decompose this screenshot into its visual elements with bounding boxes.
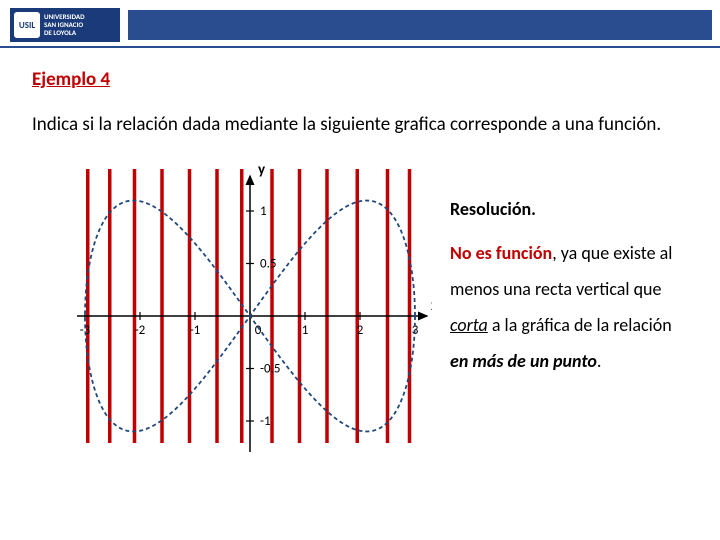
svg-text:y: y	[258, 161, 266, 179]
logo: USIL UNIVERSIDAD SAN IGNACIO DE LOYOLA	[10, 8, 120, 42]
resolution: Resolución. No es función, ya que existe…	[450, 141, 688, 461]
chart-svg: xy-3-2-10123-1-0.50.51	[32, 141, 432, 461]
res-text-2: a la gráfica de la relación	[488, 314, 672, 336]
svg-text:-0.5: -0.5	[260, 362, 280, 377]
prompt-text: Indica si la relación dada mediante la s…	[32, 107, 688, 143]
svg-text:-1: -1	[260, 414, 271, 429]
header-bar: USIL UNIVERSIDAD SAN IGNACIO DE LOYOLA	[0, 0, 720, 48]
svg-text:2: 2	[357, 323, 364, 338]
res-emph-end: en más de un punto	[450, 350, 597, 372]
example-title: Ejemplo 4	[32, 68, 688, 91]
content: Ejemplo 4 Indica si la relación dada med…	[0, 48, 720, 461]
resolution-body: No es función, ya que existe al menos un…	[450, 235, 688, 379]
no-function-label: No es función	[450, 242, 552, 264]
res-cuts: corta	[450, 314, 488, 336]
logo-icon: USIL	[14, 12, 40, 38]
logo-line3: DE LOYOLA	[44, 29, 85, 37]
svg-text:1: 1	[302, 323, 309, 338]
chart: xy-3-2-10123-1-0.50.51	[32, 141, 432, 461]
res-period: .	[597, 350, 602, 372]
header-strip	[128, 10, 712, 40]
svg-text:-2: -2	[135, 323, 146, 338]
logo-text: UNIVERSIDAD SAN IGNACIO DE LOYOLA	[44, 13, 85, 36]
svg-text:0.5: 0.5	[260, 257, 276, 272]
main-row: xy-3-2-10123-1-0.50.51 Resolución. No es…	[32, 141, 688, 461]
svg-text:x: x	[431, 297, 432, 315]
svg-text:-1: -1	[190, 323, 201, 338]
resolution-heading: Resolución.	[450, 191, 688, 227]
svg-text:1: 1	[260, 204, 267, 219]
svg-text:0: 0	[255, 323, 262, 338]
